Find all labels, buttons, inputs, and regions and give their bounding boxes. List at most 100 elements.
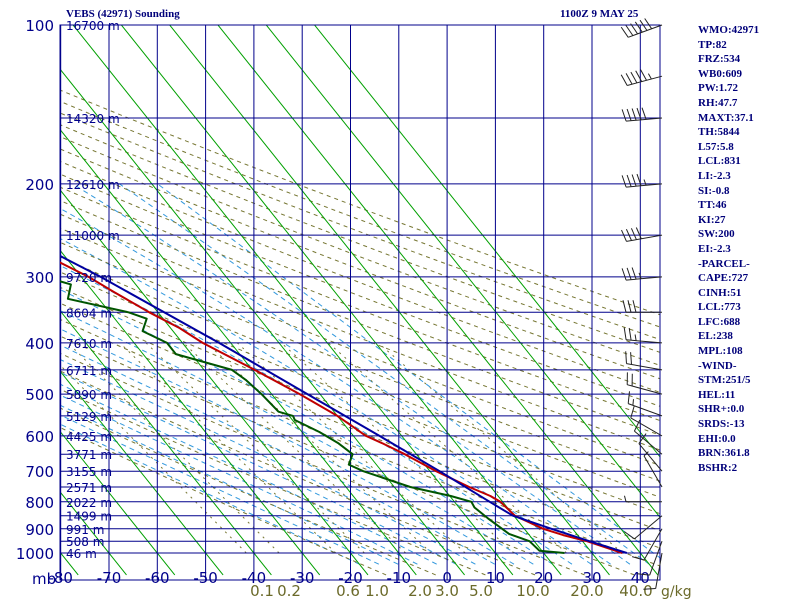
- mixing-ratio-labels: 0.1 0.2 0.6 1.0 2.0 3.0 5.0 10.0 20.0 40.0 g/kg: [250, 582, 692, 600]
- index-line: SI:-0.8: [698, 184, 730, 197]
- temperature-tick-label: 0: [442, 569, 452, 587]
- temperature-tick-label: 20: [534, 569, 553, 587]
- dry-adiabat-line: [60, 160, 660, 393]
- wind-barb: [621, 173, 663, 188]
- wind-barb: [621, 227, 663, 242]
- mixing-ratio-tick-label: 0.1: [250, 582, 274, 600]
- isotherm-line: [60, 430, 176, 576]
- pressure-tick-labels: 100 200 300 400 500 600 700 800 900 1000: [16, 17, 54, 563]
- isotherm-line: [265, 25, 660, 519]
- temperature-tick-label: -20: [338, 569, 363, 587]
- index-line: SRDS:-13: [698, 418, 745, 431]
- index-line: MPL:108: [698, 345, 743, 358]
- index-line: TH:5844: [698, 126, 740, 139]
- index-line: CINH:51: [698, 286, 742, 299]
- mixing-ratio-lines: [60, 342, 623, 554]
- pressure-tick-label: 1000: [16, 545, 54, 563]
- wind-barb: [630, 405, 663, 437]
- index-line: L57:5.8: [698, 140, 734, 153]
- wind-barb: [620, 18, 663, 38]
- index-line: RH:47.7: [698, 96, 738, 109]
- index-line: -WIND-: [698, 359, 737, 372]
- mixing-ratio-line: [236, 342, 466, 554]
- height-label: 8604 m: [66, 306, 112, 320]
- index-line: CAPE:727: [698, 272, 749, 285]
- temperature-line: [60, 261, 623, 554]
- isotherm-line: [313, 25, 660, 458]
- mixing-ratio-tick-label: 1.0: [365, 582, 389, 600]
- temperature-tick-label: -30: [290, 569, 315, 587]
- observation-time: 1100Z 9 MAY 25: [560, 8, 639, 20]
- grid: [59, 24, 661, 581]
- mixing-ratio-tick-label: 10.0: [516, 582, 549, 600]
- index-line: SHR+:0.0: [698, 403, 745, 416]
- index-line: EI:-2.3: [698, 242, 731, 255]
- wind-barb: [638, 433, 663, 472]
- wind-barb: [623, 327, 663, 344]
- height-label: 16700 m: [66, 19, 120, 33]
- wind-barb: [637, 541, 663, 576]
- isotherm-line: [60, 309, 272, 576]
- height-label: 14320 m: [66, 112, 120, 126]
- height-label: 46 m: [66, 547, 97, 561]
- pressure-tick-label: 500: [25, 386, 54, 404]
- isotherm-line: [120, 25, 562, 576]
- pressure-tick-label: 400: [25, 335, 54, 353]
- pressure-tick-label: 700: [25, 463, 54, 481]
- wind-barbs: [620, 18, 663, 590]
- height-label: 3771 m: [66, 448, 112, 462]
- mixing-ratio-unit: g/kg: [661, 584, 692, 600]
- temperature-tick-label: -50: [193, 569, 218, 587]
- height-label: 991 m: [66, 523, 104, 537]
- index-line: BSHR:2: [698, 461, 738, 474]
- index-line: HEL:11: [698, 388, 736, 401]
- temperature-tick-labels: -80 -70 -60 -50 -40 -30 -20 -10 0 10 20 30 40: [48, 569, 649, 587]
- height-label: 12610 m: [66, 178, 120, 192]
- station-title: VEBS (42971) Sounding: [66, 8, 180, 20]
- index-line: WMO:42971: [698, 24, 760, 36]
- mixing-ratio-line: [119, 342, 337, 554]
- index-line: LCL:831: [698, 155, 741, 168]
- wind-barb: [643, 451, 663, 488]
- index-line: EHI:0.0: [698, 432, 736, 445]
- height-label: 4425 m: [66, 430, 112, 444]
- pressure-tick-label: 900: [25, 521, 54, 539]
- moist-adiabat-line: [60, 207, 611, 565]
- isotherm-line: [60, 68, 465, 576]
- height-label: 2571 m: [66, 481, 112, 495]
- wind-barb: [633, 419, 663, 455]
- index-line: EL:238: [698, 330, 733, 343]
- wind-barb: [631, 528, 663, 561]
- mixing-ratio-tick-label: 40.0: [619, 582, 652, 600]
- mixing-ratio-tick-label: 20.0: [570, 582, 603, 600]
- mixing-ratio-tick-label: 2.0: [408, 582, 432, 600]
- temperature-tick-label: 30: [582, 569, 601, 587]
- index-line: FRZ:534: [698, 53, 741, 66]
- sounding-series: [60, 254, 628, 554]
- index-line: TP:82: [698, 38, 727, 51]
- stability-indices-panel: WMO:42971 TP:82 FRZ:534 WB0:609 PW:1.72 RH:47…: [698, 23, 798, 475]
- moist-adiabat-line: [60, 310, 534, 565]
- temperature-tick-label: 40: [631, 569, 650, 587]
- pressure-tick-label: 300: [25, 269, 54, 287]
- dewpoint-line: [60, 280, 565, 554]
- height-label: 3155 m: [66, 465, 112, 479]
- wind-barb: [625, 351, 663, 371]
- pressure-tick-label: 800: [25, 494, 54, 512]
- y-axis-label: mb: [32, 570, 56, 588]
- dry-adiabat-line: [60, 173, 660, 407]
- isotherm-line: [60, 128, 417, 576]
- mixing-ratio-tick-label: 0.2: [277, 582, 301, 600]
- height-label: 2022 m: [66, 496, 112, 510]
- height-label: 1499 m: [66, 510, 112, 524]
- wind-barb: [624, 515, 663, 540]
- wind-barb: [624, 495, 662, 503]
- height-label: 5129 m: [66, 410, 112, 424]
- isotherm-line: [0, 13, 30, 575]
- isotherm-line: [217, 25, 659, 576]
- index-line: LI:-2.3: [698, 169, 731, 182]
- wind-barb: [627, 391, 663, 417]
- height-label: 9720 m: [66, 271, 112, 285]
- wind-barb: [621, 107, 663, 122]
